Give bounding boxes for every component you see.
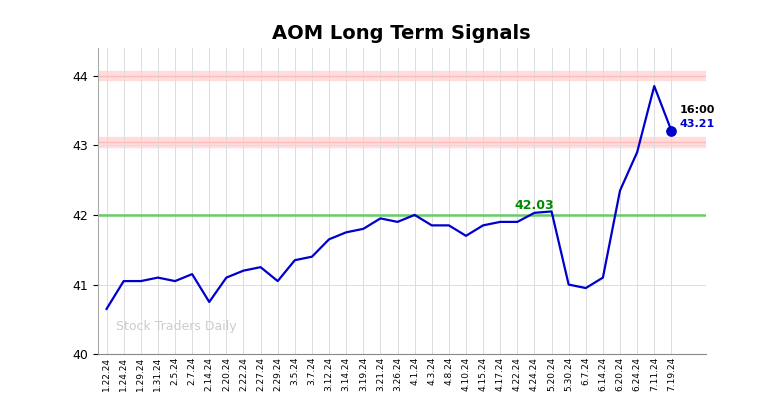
Title: AOM Long Term Signals: AOM Long Term Signals xyxy=(273,24,531,43)
Text: 43.21: 43.21 xyxy=(680,119,715,129)
Bar xyxy=(98,71,706,80)
Text: Stock Traders Daily: Stock Traders Daily xyxy=(116,320,237,333)
Bar xyxy=(98,137,706,146)
Text: 42.03: 42.03 xyxy=(514,199,554,212)
Point xyxy=(665,127,677,134)
Text: 16:00: 16:00 xyxy=(680,105,715,115)
